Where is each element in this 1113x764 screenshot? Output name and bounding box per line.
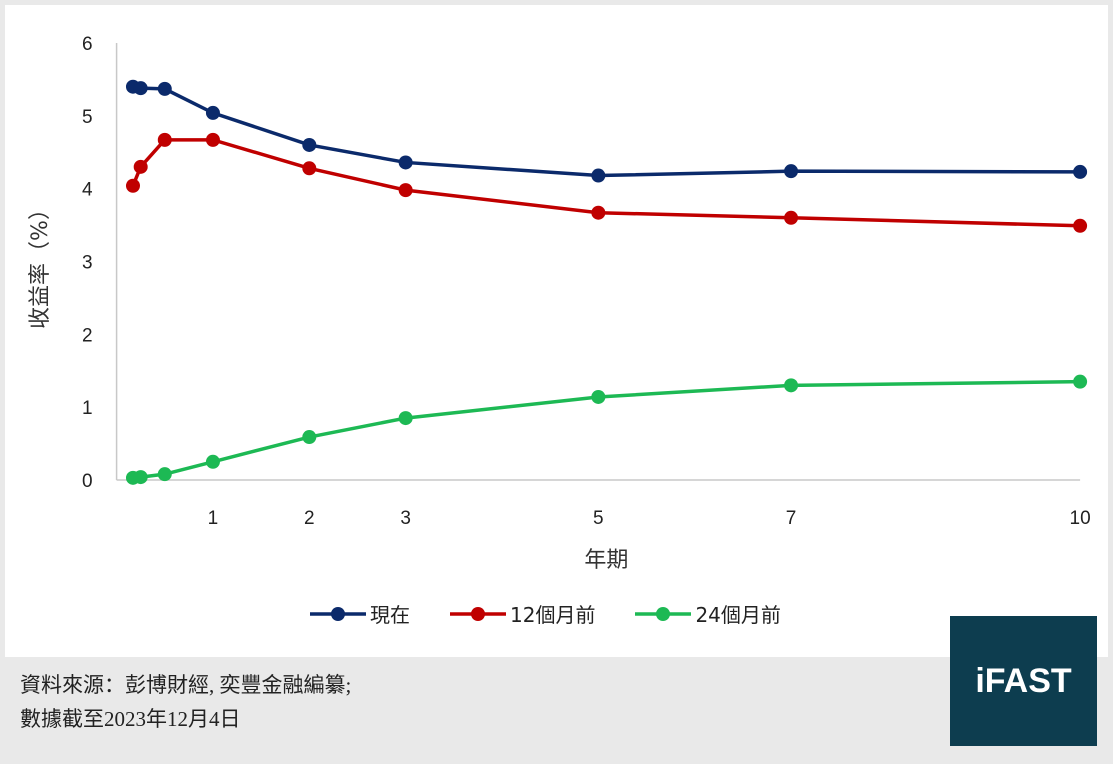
y-tick-label: 5 bbox=[82, 107, 93, 128]
x-tick-label: 5 bbox=[593, 508, 604, 529]
legend: 現在 12個月前 24個月前 bbox=[310, 599, 781, 628]
data-point bbox=[302, 161, 317, 176]
data-point bbox=[302, 430, 317, 445]
x-tick-label: 10 bbox=[1070, 508, 1091, 529]
data-point bbox=[591, 389, 606, 404]
data-point bbox=[133, 81, 148, 96]
legend-marker-icon bbox=[635, 606, 692, 621]
x-axis-title: 年期 bbox=[584, 548, 628, 573]
series-line bbox=[132, 84, 1081, 178]
data-point bbox=[398, 183, 413, 198]
yield-curve-chart: 0 1 2 3 4 5 6 1 2 3 5 7 10 年期 收益率（%） bbox=[28, 34, 1091, 573]
data-point bbox=[591, 168, 606, 183]
y-tick-label: 3 bbox=[82, 253, 93, 274]
data-point bbox=[1073, 218, 1088, 233]
data-point bbox=[157, 132, 172, 147]
series-line bbox=[132, 379, 1081, 480]
y-axis-title: 收益率（%） bbox=[28, 198, 53, 329]
legend-marker-icon bbox=[310, 606, 366, 621]
chart-card: 0 1 2 3 4 5 6 1 2 3 5 7 10 年期 收益率（%） 現在 12個月前 24個月前 bbox=[5, 5, 1108, 657]
footer-note: 資料來源：彭博財經, 奕豐金融編纂; 數據截至2023年12月4日 bbox=[20, 668, 351, 736]
data-point bbox=[157, 81, 172, 96]
data-point bbox=[133, 159, 148, 174]
y-tick-label: 6 bbox=[82, 34, 93, 55]
data-point bbox=[1073, 374, 1088, 389]
data-point bbox=[1073, 164, 1088, 179]
data-point bbox=[302, 137, 317, 152]
legend-label: 12個月前 bbox=[510, 603, 596, 627]
data-point bbox=[784, 378, 799, 393]
data-point bbox=[398, 411, 413, 426]
data-point bbox=[125, 178, 140, 193]
data-point bbox=[205, 454, 220, 469]
data-point bbox=[157, 467, 172, 482]
logo-text: iFAST bbox=[975, 661, 1072, 700]
data-point bbox=[133, 470, 148, 485]
data-point bbox=[591, 205, 606, 220]
data-point bbox=[784, 210, 799, 225]
y-tick-label: 0 bbox=[82, 471, 93, 492]
data-point bbox=[398, 155, 413, 170]
y-tick-label: 1 bbox=[82, 398, 93, 419]
legend-item: 24個月前 bbox=[635, 599, 781, 628]
legend-item: 現在 bbox=[310, 599, 410, 628]
series-line bbox=[131, 138, 1081, 228]
x-tick-label: 1 bbox=[208, 508, 219, 529]
x-tick-label: 3 bbox=[400, 508, 411, 529]
legend-label: 24個月前 bbox=[695, 603, 781, 627]
data-point bbox=[205, 105, 220, 120]
x-tick-label: 7 bbox=[786, 508, 797, 529]
date-text: 數據截至2023年12月4日 bbox=[20, 707, 241, 731]
legend-label: 現在 bbox=[370, 603, 410, 627]
data-point bbox=[205, 132, 220, 147]
y-tick-label: 4 bbox=[82, 180, 93, 201]
x-tick-label: 2 bbox=[304, 508, 315, 529]
y-tick-label: 2 bbox=[82, 325, 93, 346]
source-text: 資料來源：彭博財經, 奕豐金融編纂; bbox=[20, 673, 352, 697]
ifast-logo: iFAST bbox=[950, 616, 1097, 746]
legend-marker-icon bbox=[450, 606, 506, 621]
legend-item: 12個月前 bbox=[450, 599, 595, 628]
data-point bbox=[784, 164, 799, 179]
